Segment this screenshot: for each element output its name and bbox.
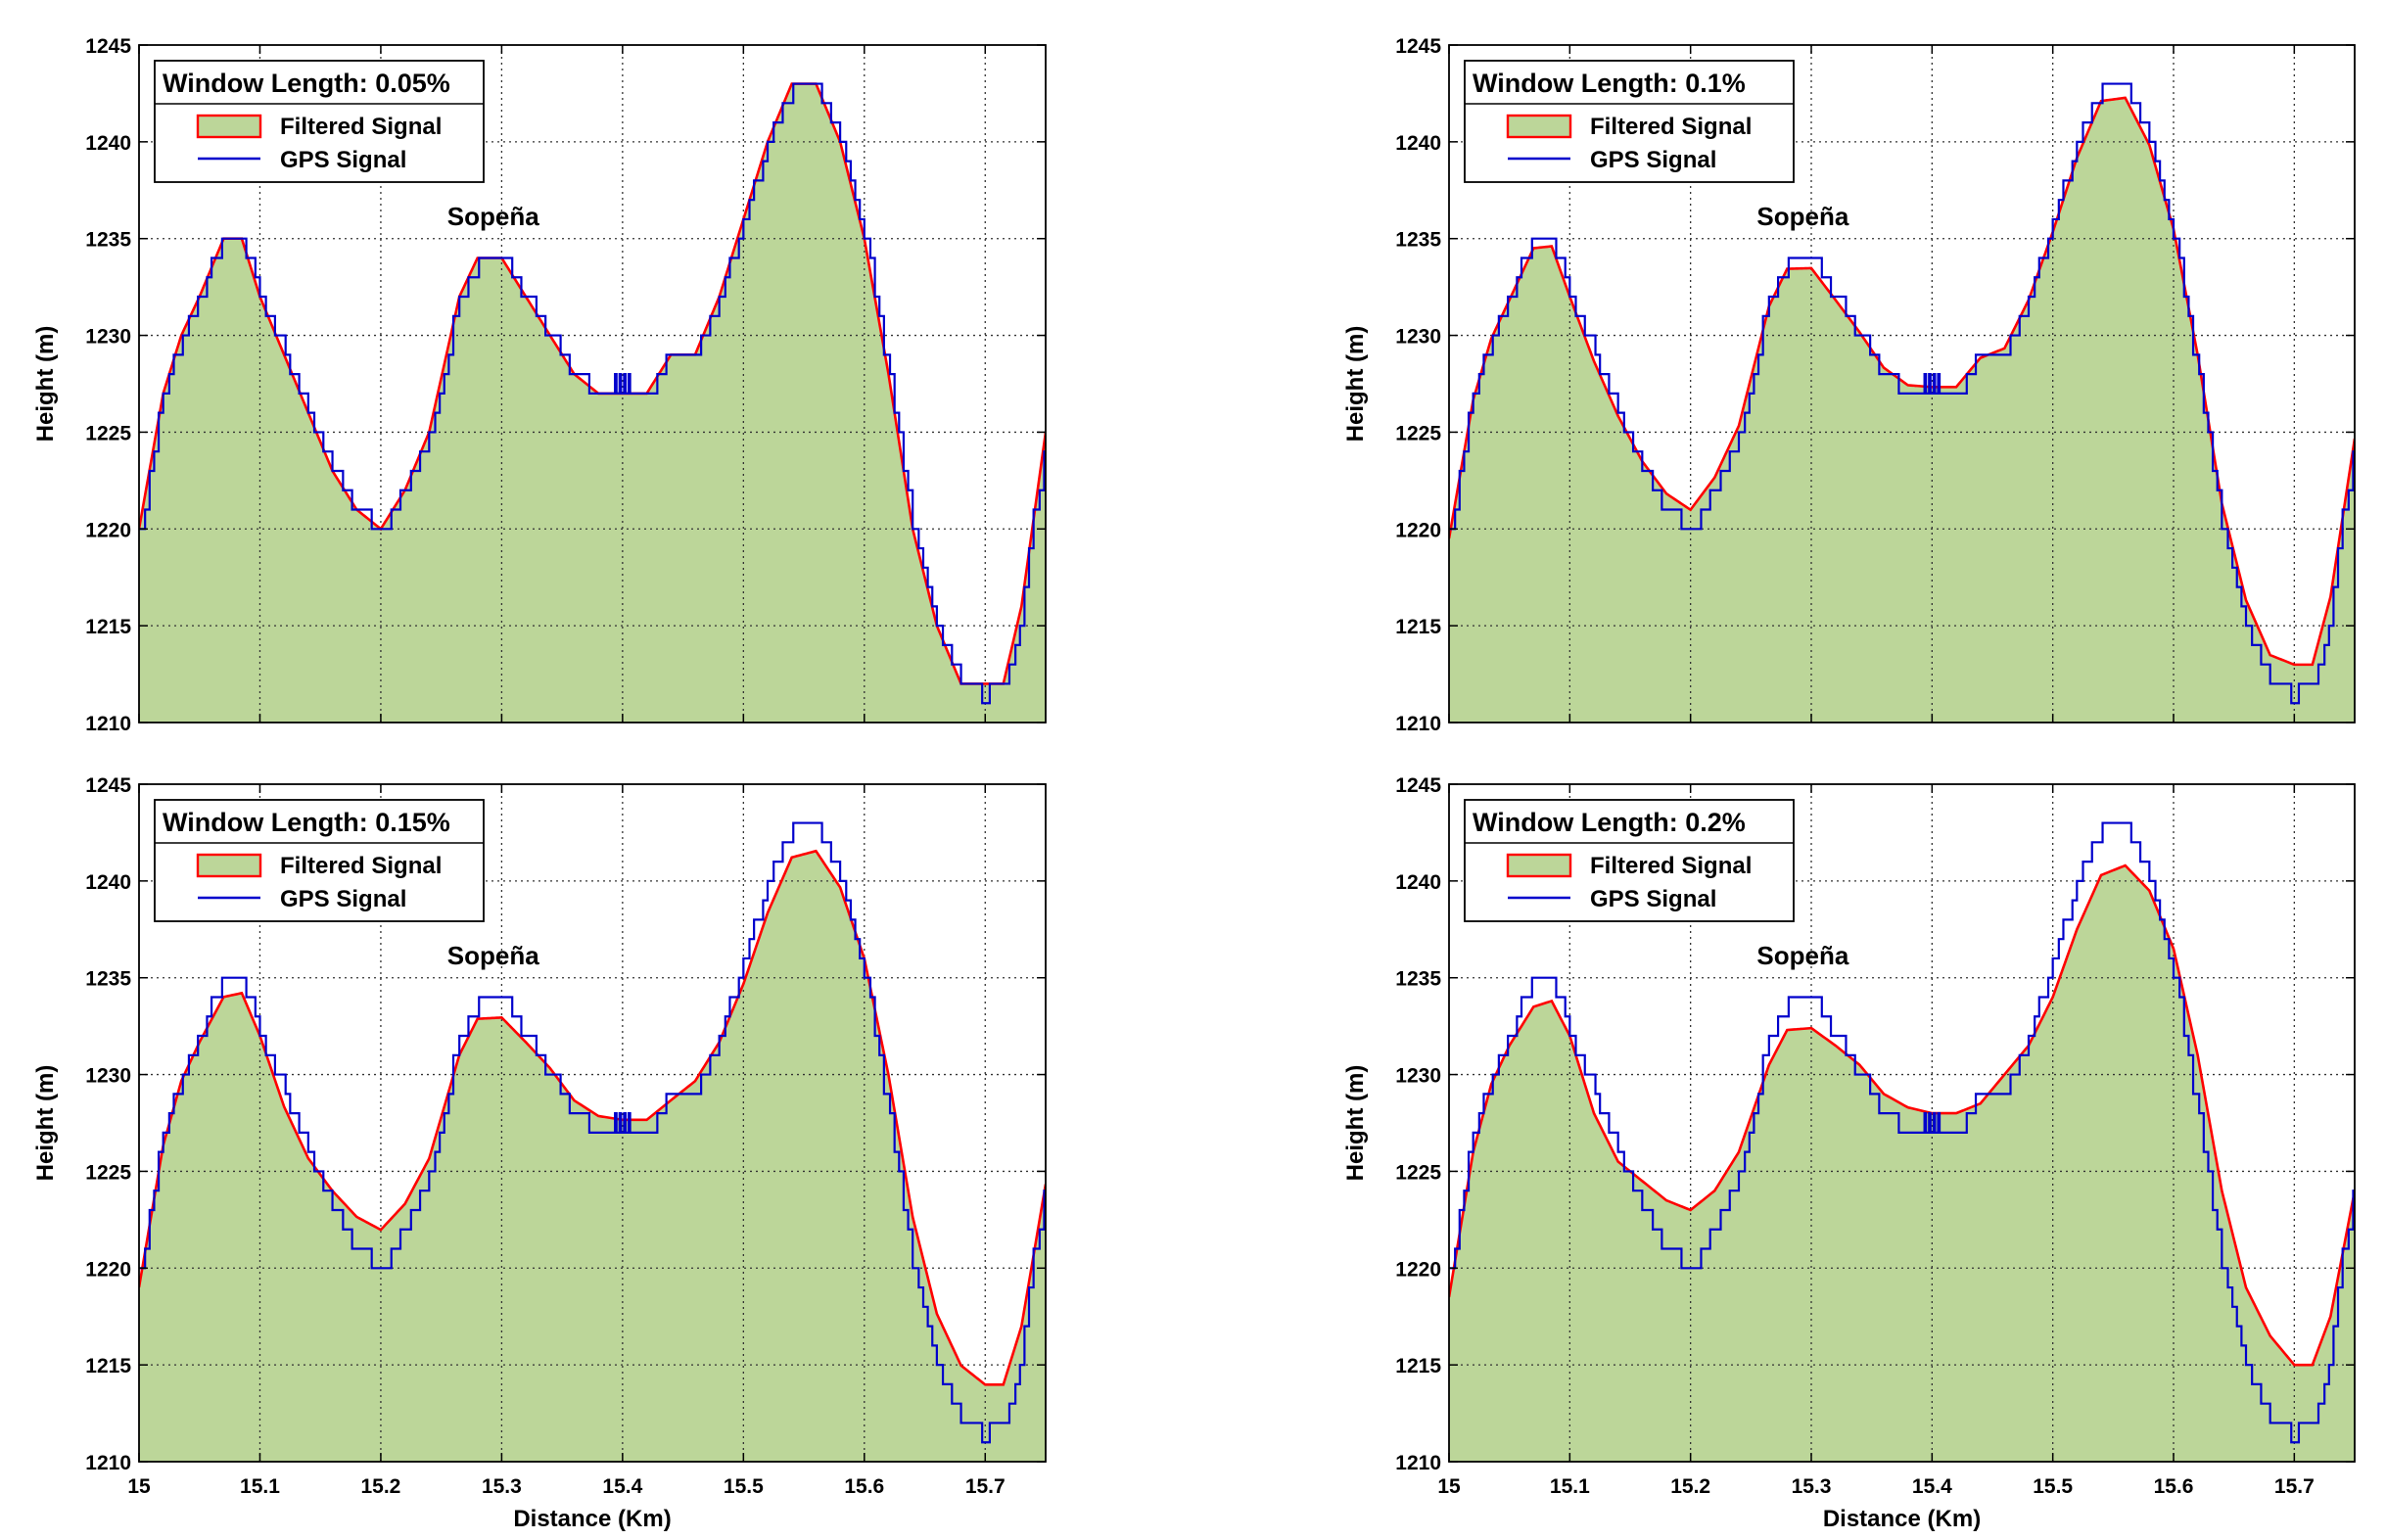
y-tick-label: 1225 (85, 1161, 131, 1184)
gps-signal-line (139, 821, 1046, 1444)
x-tick-label: 15.7 (965, 1475, 1006, 1498)
y-tick-label: 1230 (85, 1065, 131, 1088)
legend-entry-gps: GPS Signal (1590, 147, 1716, 173)
legend-entry-gps: GPS Signal (1590, 886, 1716, 912)
chart-panel-4: 1210 1215 1220 1225 1230 1235 1240 1245 15 15.1 15… (1342, 774, 2356, 1532)
y-tick-label: 1215 (1395, 616, 1441, 638)
grid (139, 784, 1046, 1462)
x-axis-label: Distance (Km) (1823, 1506, 1981, 1532)
gps-signal-line (1449, 821, 2355, 1444)
filtered-signal-line (1449, 863, 2355, 1367)
y-tick-label: 1225 (1395, 422, 1441, 444)
legend-title: Window Length: 0.15% (163, 808, 450, 837)
y-tick-label: 1245 (1395, 774, 1441, 797)
y-tick-label: 1215 (85, 616, 131, 638)
x-tick-label: 15.2 (1670, 1475, 1710, 1498)
y-tick-label: 1240 (85, 871, 131, 894)
y-tick-label: 1220 (1395, 1258, 1441, 1281)
x-tick-label: 15.2 (360, 1475, 400, 1498)
x-tick-label: 15.4 (1912, 1475, 1952, 1498)
legend-title: Window Length: 0.1% (1473, 69, 1746, 98)
x-tick-label: 15.1 (240, 1475, 280, 1498)
legend-swatch-filtered (1506, 853, 1572, 878)
y-tick-label: 1230 (1395, 1065, 1441, 1088)
legend-swatch-filtered (1506, 114, 1572, 139)
y-tick-label: 1240 (1395, 132, 1441, 155)
y-tick-label: 1220 (85, 1258, 131, 1281)
location-annotation: Sopeña (447, 202, 539, 231)
y-tick-label: 1235 (1395, 229, 1441, 252)
filtered-signal-area (139, 851, 1046, 1462)
y-tick-label: 1215 (85, 1355, 131, 1377)
legend-entry-filtered: Filtered Signal (280, 853, 442, 879)
plot-frame (138, 783, 1047, 1463)
y-tick-label: 1210 (1395, 1452, 1441, 1474)
y-tick-label: 1235 (1395, 968, 1441, 991)
x-tick-label: 15.3 (1792, 1475, 1832, 1498)
chart-panel-2: 1210 1215 1220 1225 1230 1235 1240 1245 Height (… (1342, 35, 2356, 735)
y-tick-label: 1240 (85, 132, 131, 155)
location-annotation: Sopeña (447, 941, 539, 970)
y-tick-label: 1235 (85, 229, 131, 252)
y-tick-label: 1245 (1395, 35, 1441, 58)
y-tick-label: 1245 (85, 35, 131, 58)
gps-signal-line (139, 82, 1046, 705)
legend-title: Window Length: 0.05% (163, 69, 450, 98)
y-tick-label: 1220 (1395, 519, 1441, 541)
y-tick-label: 1230 (85, 326, 131, 349)
legend-entry-filtered: Filtered Signal (280, 114, 442, 140)
y-tick-label: 1245 (85, 774, 131, 797)
y-axis-label: Height (m) (1342, 1065, 1369, 1182)
x-tick-label: 15.1 (1550, 1475, 1590, 1498)
x-tick-label: 15 (1437, 1475, 1461, 1498)
legend: Window Length: 0.2% Filtered Signal GPS Si… (1464, 799, 1795, 922)
filtered-signal-line (139, 849, 1046, 1386)
y-tick-label: 1210 (85, 713, 131, 735)
chart-panel-1: 1210 1215 1220 1225 1230 1235 1240 1245 Height (… (32, 35, 1047, 735)
legend-entry-filtered: Filtered Signal (1590, 114, 1752, 140)
legend-title: Window Length: 0.2% (1473, 808, 1746, 837)
y-tick-label: 1210 (85, 1452, 131, 1474)
y-axis-label: Height (m) (32, 326, 59, 443)
gps-signal-line (1449, 82, 2355, 705)
x-tick-label: 15.5 (2033, 1475, 2073, 1498)
location-annotation: Sopeña (1756, 202, 1848, 231)
x-axis-label: Distance (Km) (513, 1506, 671, 1532)
legend-entry-filtered: Filtered Signal (1590, 853, 1752, 879)
x-tick-label: 15 (127, 1475, 151, 1498)
y-tick-label: 1210 (1395, 713, 1441, 735)
chart-panel-3: 1210 1215 1220 1225 1230 1235 1240 1245 15 15.1 15… (32, 774, 1047, 1532)
location-annotation: Sopeña (1756, 941, 1848, 970)
filtered-signal-area (1449, 865, 2355, 1462)
legend-entry-gps: GPS Signal (280, 886, 406, 912)
y-tick-label: 1225 (1395, 1161, 1441, 1184)
legend: Window Length: 0.15% Filtered Signal GPS S… (154, 799, 485, 922)
plot-frame (1448, 44, 2356, 723)
y-tick-label: 1230 (1395, 326, 1441, 349)
y-tick-label: 1235 (85, 968, 131, 991)
grid (1449, 45, 2355, 723)
legend-entry-gps: GPS Signal (280, 147, 406, 173)
y-tick-label: 1225 (85, 422, 131, 444)
legend: Window Length: 0.05% Filtered Signal GPS S… (154, 60, 485, 183)
filtered-signal-area (139, 83, 1046, 723)
y-axis-label: Height (m) (32, 1065, 59, 1182)
y-tick-label: 1215 (1395, 1355, 1441, 1377)
plot-frame (1448, 783, 2356, 1463)
legend: Window Length: 0.1% Filtered Signal GPS Si… (1464, 60, 1795, 183)
x-tick-label: 15.7 (2274, 1475, 2315, 1498)
filtered-signal-area (1449, 97, 2355, 723)
legend-swatch-filtered (196, 114, 262, 139)
legend-swatch-filtered (196, 853, 262, 878)
plot-frame (138, 44, 1047, 723)
x-tick-label: 15.4 (602, 1475, 642, 1498)
y-tick-label: 1240 (1395, 871, 1441, 894)
x-tick-label: 15.5 (724, 1475, 764, 1498)
x-tick-label: 15.6 (2154, 1475, 2194, 1498)
y-tick-label: 1220 (85, 519, 131, 541)
x-tick-label: 15.3 (482, 1475, 522, 1498)
y-axis-label: Height (m) (1342, 326, 1369, 443)
x-tick-label: 15.6 (844, 1475, 884, 1498)
